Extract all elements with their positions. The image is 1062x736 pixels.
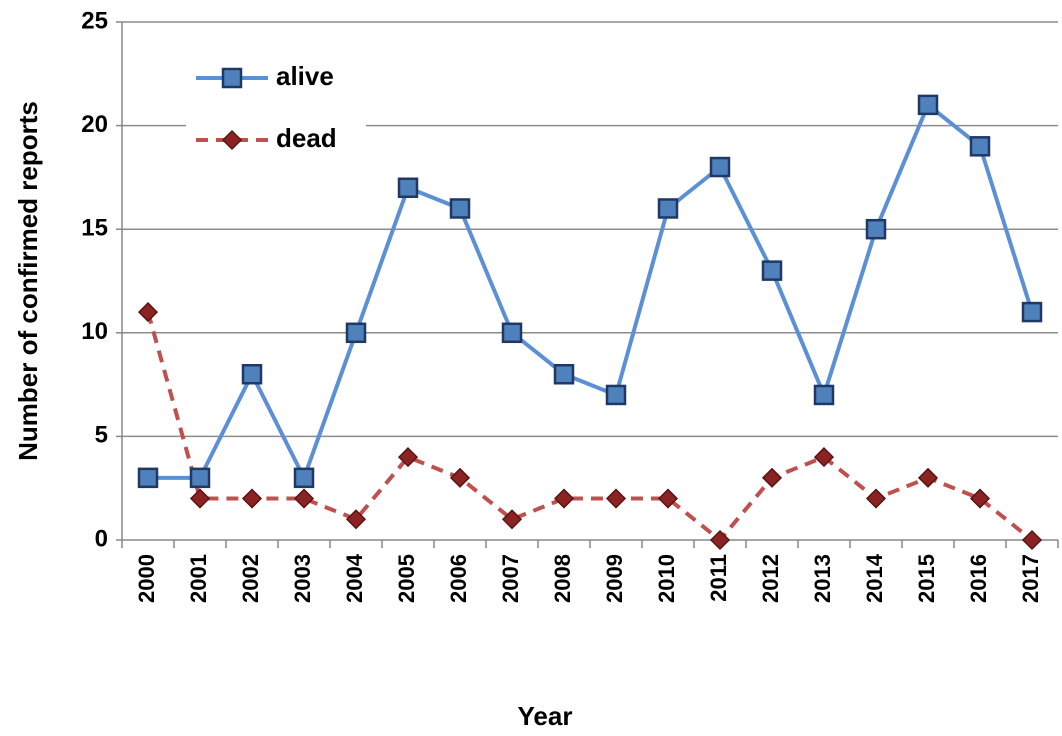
marker: [657, 488, 679, 509]
legend-label: alive: [276, 61, 334, 91]
legend: alive dead: [186, 52, 366, 162]
marker: [189, 467, 211, 489]
marker: [865, 488, 887, 509]
series-line: [146, 311, 1034, 543]
x-tick-label: 2002: [238, 554, 263, 603]
marker: [865, 218, 887, 240]
marker: [813, 447, 835, 468]
x-tick-label: 2000: [134, 554, 159, 603]
marker: [293, 488, 315, 509]
marker: [345, 509, 367, 530]
x-tick-label: 2017: [1018, 554, 1043, 603]
x-tick-label: 2010: [654, 554, 679, 603]
x-axis-title: Year: [518, 701, 573, 731]
marker: [813, 384, 835, 406]
marker: [709, 156, 731, 178]
y-tick-label: 20: [81, 111, 108, 138]
marker: [761, 467, 783, 488]
x-tick-label: 2001: [186, 554, 211, 603]
series-line: [148, 101, 1034, 483]
x-tick-label: 2009: [602, 554, 627, 603]
marker: [553, 363, 575, 385]
marker: [917, 94, 939, 116]
marker: [553, 488, 575, 509]
marker: [501, 509, 523, 530]
y-axis-title: Number of confirmed reports: [13, 101, 43, 461]
marker: [397, 177, 419, 199]
marker: [293, 467, 315, 489]
x-tick-label: 2016: [966, 554, 991, 603]
x-tick-label: 2003: [290, 554, 315, 603]
x-tick-label: 2004: [342, 553, 367, 603]
marker: [917, 467, 939, 488]
legend-label: dead: [276, 123, 337, 153]
marker: [969, 488, 991, 509]
x-tick-label: 2012: [758, 554, 783, 603]
x-tick-label: 2008: [550, 554, 575, 603]
x-tick-label: 2006: [446, 554, 471, 603]
x-tick-label: 2005: [394, 554, 419, 603]
y-tick-label: 10: [81, 318, 108, 345]
marker: [709, 529, 731, 551]
x-tick-label: 2011: [706, 554, 731, 602]
marker: [189, 488, 211, 509]
marker: [345, 322, 367, 344]
marker: [137, 302, 159, 323]
marker: [657, 198, 679, 219]
marker: [221, 67, 243, 89]
x-tick-label: 2014: [862, 553, 887, 603]
marker: [449, 198, 471, 219]
marker: [241, 363, 263, 385]
x-tick-label: 2013: [810, 554, 835, 603]
marker: [761, 260, 783, 281]
marker: [221, 129, 243, 151]
marker: [501, 322, 523, 344]
marker: [449, 467, 471, 488]
x-tick-label: 2015: [914, 554, 939, 603]
marker: [1021, 301, 1043, 323]
marker: [605, 384, 627, 406]
marker: [969, 136, 991, 157]
x-tick-label: 2007: [498, 554, 523, 603]
marker: [137, 467, 159, 489]
marker: [1021, 529, 1043, 551]
marker: [605, 488, 627, 509]
y-tick-label: 25: [81, 7, 108, 34]
marker: [397, 447, 419, 468]
marker: [241, 488, 263, 509]
y-tick-label: 5: [95, 422, 108, 449]
y-tick-label: 15: [81, 215, 108, 242]
legend-box: [186, 52, 366, 162]
y-tick-label: 0: [95, 525, 108, 552]
